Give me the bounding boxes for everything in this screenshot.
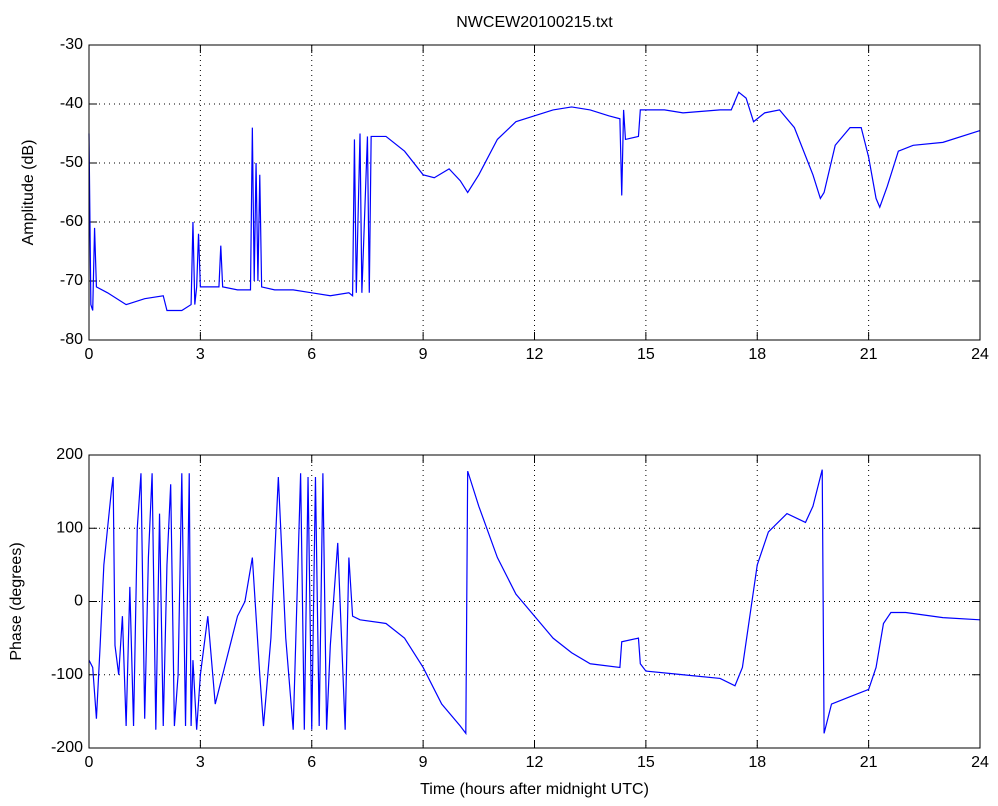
x-tick-label: 0 xyxy=(85,346,94,363)
x-tick-label: 12 xyxy=(526,346,544,363)
data-line xyxy=(88,469,981,736)
axes-box xyxy=(88,44,981,341)
chart-title: NWCEW20100215.txt xyxy=(456,14,613,31)
axes-box xyxy=(88,454,981,749)
x-tick-label: 24 xyxy=(971,754,989,771)
x-tick-label: 15 xyxy=(637,754,655,771)
x-tick-label: 6 xyxy=(307,346,316,363)
y-tick-label: 200 xyxy=(56,446,83,463)
y-tick-label: 100 xyxy=(56,519,83,536)
y-tick-label: -80 xyxy=(60,331,83,348)
y-axis-label: Amplitude (dB) xyxy=(20,140,37,246)
x-tick-label: 24 xyxy=(971,346,989,363)
x-tick-label: 9 xyxy=(419,754,428,771)
y-tick-label: -100 xyxy=(51,666,83,683)
x-tick-label: 6 xyxy=(307,754,316,771)
x-tick-label: 9 xyxy=(419,346,428,363)
x-tick-label: 21 xyxy=(860,754,878,771)
y-tick-label: -70 xyxy=(60,272,83,289)
x-tick-label: 0 xyxy=(85,754,94,771)
x-axis-label: Time (hours after midnight UTC) xyxy=(420,781,649,798)
x-tick-label: 15 xyxy=(637,346,655,363)
x-tick-label: 3 xyxy=(196,754,205,771)
y-tick-label: -200 xyxy=(51,739,83,756)
y-tick-label: -40 xyxy=(60,95,83,112)
y-tick-label: -50 xyxy=(60,154,83,171)
y-tick-label: -60 xyxy=(60,213,83,230)
y-axis-label: Phase (degrees) xyxy=(8,542,25,660)
data-line xyxy=(88,91,981,312)
y-tick-label: -30 xyxy=(60,36,83,53)
x-tick-label: 12 xyxy=(526,754,544,771)
y-tick-label: 0 xyxy=(74,593,83,610)
x-tick-label: 21 xyxy=(860,346,878,363)
x-tick-label: 18 xyxy=(748,346,766,363)
x-tick-label: 18 xyxy=(748,754,766,771)
x-tick-label: 3 xyxy=(196,346,205,363)
